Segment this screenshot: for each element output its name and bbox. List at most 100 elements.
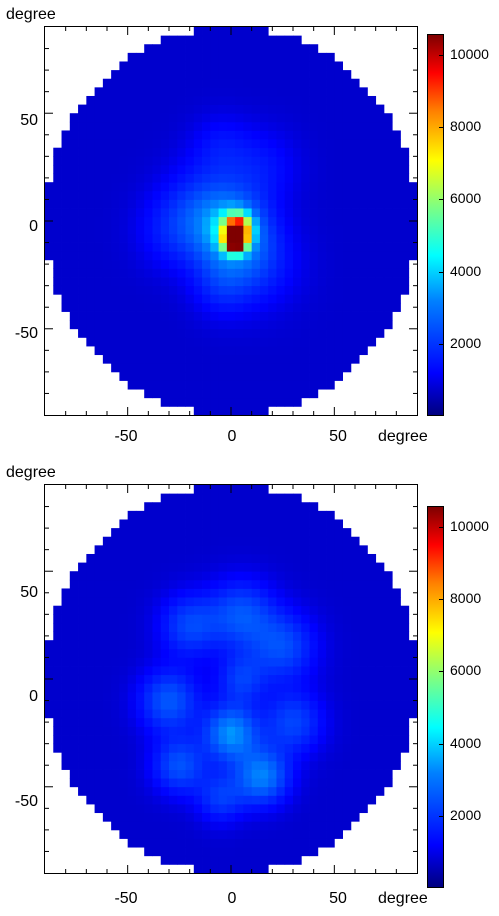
heatmap-cell <box>193 588 203 598</box>
heatmap-cell <box>235 743 244 753</box>
heatmap-cell <box>94 182 104 192</box>
heatmap-cell <box>53 691 62 701</box>
heatmap-cell <box>284 726 294 736</box>
heatmap-cell <box>276 795 286 805</box>
heatmap-cell <box>218 752 228 762</box>
heatmap-cell <box>383 259 393 269</box>
heatmap-cell <box>102 139 112 149</box>
colorbar-tick-label: 6000 <box>450 662 482 678</box>
heatmap-cell <box>284 553 294 563</box>
heatmap-cell <box>293 691 302 701</box>
heatmap-cell <box>235 242 244 252</box>
heatmap-cell <box>78 225 87 235</box>
heatmap-cell <box>259 406 269 415</box>
heatmap-cell <box>317 121 327 131</box>
heatmap-cell <box>251 44 261 54</box>
heatmap-cell <box>218 691 228 701</box>
heatmap-cell <box>235 363 244 373</box>
heatmap-cell <box>259 277 269 287</box>
heatmap-cell <box>259 778 269 788</box>
heatmap-cell <box>317 536 327 546</box>
heatmap-cell <box>135 786 145 796</box>
heatmap-cell <box>185 743 195 753</box>
heatmap-cell <box>284 208 294 218</box>
heatmap-cell <box>342 139 352 149</box>
heatmap-cell <box>301 812 310 822</box>
x-axis-label: degree <box>378 890 428 907</box>
heatmap-cell <box>94 199 104 209</box>
heatmap-cell <box>326 208 335 218</box>
heatmap-cell <box>276 52 286 62</box>
heatmap-cell <box>383 216 393 226</box>
heatmap-cell <box>111 190 120 200</box>
heatmap-cell <box>202 735 211 745</box>
heatmap-cell <box>334 354 343 364</box>
heatmap-cell <box>350 216 360 226</box>
heatmap-cell <box>102 190 112 200</box>
heatmap-cell <box>276 786 286 796</box>
heatmap-cell <box>235 493 244 503</box>
heatmap-cell <box>284 130 294 140</box>
heatmap-cell <box>202 242 211 252</box>
heatmap-cell <box>400 614 410 624</box>
heatmap-cell <box>218 61 228 71</box>
heatmap-cell <box>202 70 211 80</box>
heatmap-cell <box>218 571 228 581</box>
heatmap-cell <box>400 691 410 701</box>
heatmap-cell <box>301 760 310 770</box>
heatmap-cell <box>135 683 145 693</box>
heatmap-cell <box>111 752 120 762</box>
heatmap-cell <box>276 389 286 399</box>
heatmap-cell <box>69 121 79 131</box>
heatmap-cell <box>309 571 319 581</box>
heatmap-cell <box>53 277 62 287</box>
heatmap-cell <box>350 182 360 192</box>
heatmap-cell <box>251 190 261 200</box>
heatmap-cell <box>276 87 286 97</box>
heatmap-cell <box>185 648 195 658</box>
heatmap-cell <box>350 691 360 701</box>
heatmap-cell <box>111 579 120 589</box>
heatmap-cell <box>218 622 228 632</box>
heatmap-cell <box>218 597 228 607</box>
heatmap-cell <box>177 829 186 839</box>
heatmap-cell <box>350 164 360 174</box>
heatmap-cell <box>111 104 120 114</box>
heatmap-cell <box>86 717 95 727</box>
heatmap-cell <box>185 294 195 304</box>
heatmap-cell <box>102 302 112 312</box>
heatmap-cell <box>350 631 360 641</box>
heatmap-cell <box>102 709 112 719</box>
heatmap-cell <box>102 225 112 235</box>
heatmap-cell <box>127 545 137 555</box>
heatmap-cell <box>383 666 393 676</box>
heatmap-cell <box>268 104 277 114</box>
heatmap-cell <box>359 760 368 770</box>
heatmap-cell <box>193 553 203 563</box>
heatmap-cell <box>152 838 162 848</box>
heatmap-cell <box>317 657 327 667</box>
heatmap-cell <box>284 493 294 503</box>
heatmap-cell <box>127 605 137 615</box>
heatmap-cell <box>127 182 137 192</box>
heatmap-cell <box>375 605 385 615</box>
heatmap-cell <box>193 225 203 235</box>
heatmap-cell <box>392 717 401 727</box>
heatmap-cell <box>144 545 153 555</box>
heatmap-cell <box>400 709 410 719</box>
heatmap-cell <box>293 311 302 321</box>
heatmap-cell <box>169 614 178 624</box>
heatmap-cell <box>218 268 228 278</box>
heatmap-cell <box>301 666 310 676</box>
heatmap-cell <box>268 588 277 598</box>
heatmap-cell <box>218 674 228 684</box>
heatmap-cell <box>144 683 153 693</box>
heatmap-cell <box>160 562 170 572</box>
heatmap-cell <box>111 121 120 131</box>
heatmap-cell <box>276 328 286 338</box>
heatmap-cell <box>301 519 310 529</box>
heatmap-cell <box>259 70 269 80</box>
heatmap-cell <box>202 337 211 347</box>
heatmap-cell <box>185 397 195 407</box>
heatmap-cell <box>226 553 236 563</box>
